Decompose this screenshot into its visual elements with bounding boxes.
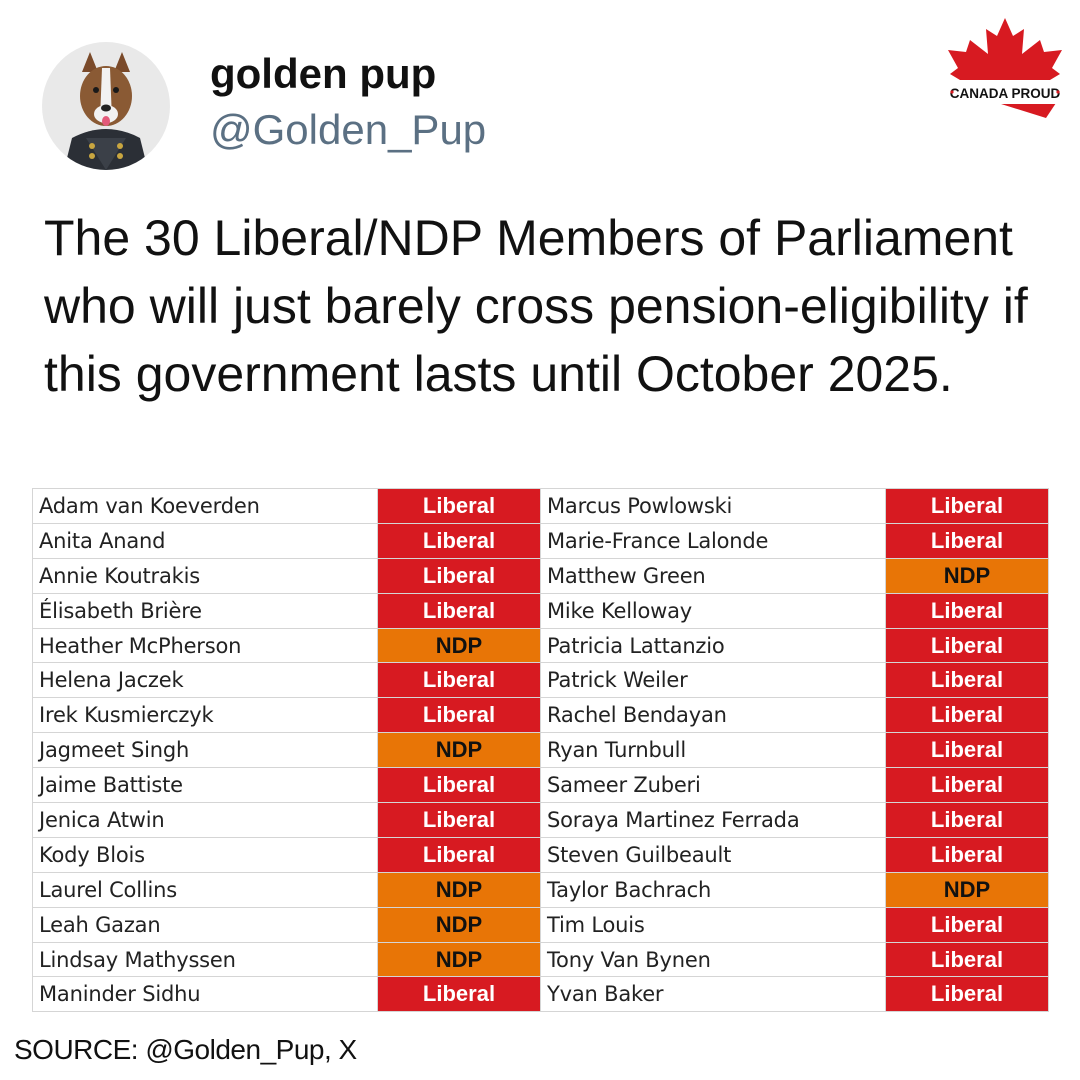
- table-row: Jagmeet Singh NDP Ryan Turnbull Liberal: [32, 732, 1049, 769]
- table-row: Helena Jaczek Liberal Patrick Weiler Libera…: [32, 662, 1049, 699]
- member-name-cell: Irek Kusmierczyk: [32, 697, 378, 734]
- source-credit: SOURCE: @Golden_Pup, X: [14, 1034, 357, 1065]
- member-name-cell: Tony Van Bynen: [540, 941, 886, 978]
- table-row: Adam van Koeverden Liberal Marcus Powlowsk…: [32, 488, 1049, 524]
- member-name-cell: Rachel Bendayan: [540, 697, 886, 734]
- party-cell: Liberal: [885, 906, 1049, 943]
- party-cell: Liberal: [377, 976, 541, 1013]
- member-name-cell: Sameer Zuberi: [540, 767, 886, 804]
- table-row: Kody Blois Liberal Steven Guilbeault Libera…: [32, 836, 1049, 873]
- user-handle[interactable]: @Golden_Pup: [210, 106, 487, 153]
- table-row: Heather McPherson NDP Patricia Lattanzio Li…: [32, 627, 1049, 664]
- member-name-cell: Marie-France Lalonde: [540, 522, 886, 559]
- member-name-cell: Jaime Battiste: [32, 767, 378, 804]
- party-cell: Liberal: [885, 697, 1049, 734]
- member-name-cell: Leah Gazan: [32, 906, 378, 943]
- party-cell: Liberal: [885, 732, 1049, 769]
- table-row: Lindsay Mathyssen NDP Tony Van Bynen Libera…: [32, 941, 1049, 978]
- party-cell: NDP: [377, 732, 541, 769]
- party-cell: Liberal: [885, 836, 1049, 873]
- member-name-cell: Ryan Turnbull: [540, 732, 886, 769]
- tweet-text: The 30 Liberal/NDP Members of Parliament…: [44, 210, 1028, 402]
- member-name-cell: Helena Jaczek: [32, 662, 378, 699]
- dog-avatar-icon: [42, 42, 170, 170]
- party-cell: NDP: [377, 871, 541, 908]
- party-cell: Liberal: [377, 662, 541, 699]
- member-name-cell: Yvan Baker: [540, 976, 886, 1013]
- members-table-body: Adam van Koeverden Liberal Marcus Powlowsk…: [32, 488, 1049, 1013]
- member-name-cell: Kody Blois: [32, 836, 378, 873]
- party-cell: Liberal: [885, 662, 1049, 699]
- table-row: Jaime Battiste Liberal Sameer Zuberi Libera…: [32, 767, 1049, 804]
- table-row: Laurel Collins NDP Taylor Bachrach NDP: [32, 871, 1049, 908]
- table-row: Maninder Sidhu Liberal Yvan Baker Liberal: [32, 976, 1049, 1013]
- party-cell: Liberal: [885, 627, 1049, 664]
- table-row: Anita Anand Liberal Marie-France Lalonde Li…: [32, 522, 1049, 559]
- party-cell: Liberal: [377, 697, 541, 734]
- member-name-cell: Patricia Lattanzio: [540, 627, 886, 664]
- member-name-cell: Matthew Green: [540, 557, 886, 594]
- avatar[interactable]: [42, 42, 170, 170]
- member-name-cell: Soraya Martinez Ferrada: [540, 802, 886, 838]
- maple-leaf-icon: CANADA PROUD: [948, 18, 1062, 118]
- member-name-cell: Heather McPherson: [32, 627, 378, 664]
- table-row: Jenica Atwin Liberal Soraya Martinez Ferra…: [32, 802, 1049, 838]
- member-name-cell: Jenica Atwin: [32, 802, 378, 838]
- party-cell: Liberal: [885, 941, 1049, 978]
- party-cell: Liberal: [377, 522, 541, 559]
- member-name-cell: Laurel Collins: [32, 871, 378, 908]
- brand-logo: CANADA PROUD: [940, 14, 1070, 124]
- party-cell: NDP: [377, 941, 541, 978]
- display-name[interactable]: golden pup: [210, 50, 437, 97]
- party-cell: Liberal: [885, 767, 1049, 804]
- party-cell: NDP: [885, 557, 1049, 594]
- member-name-cell: Taylor Bachrach: [540, 871, 886, 908]
- table-row: Irek Kusmierczyk Liberal Rachel Bendayan Li…: [32, 697, 1049, 734]
- party-cell: Liberal: [377, 802, 541, 838]
- table-row: Leah Gazan NDP Tim Louis Liberal: [32, 906, 1049, 943]
- party-cell: NDP: [377, 627, 541, 664]
- member-name-cell: Annie Koutrakis: [32, 557, 378, 594]
- brand-logo-text: CANADA PROUD: [950, 86, 1061, 101]
- member-name-cell: Patrick Weiler: [540, 662, 886, 699]
- table-row: Annie Koutrakis Liberal Matthew Green NDP: [32, 557, 1049, 594]
- party-cell: Liberal: [377, 767, 541, 804]
- member-name-cell: Mike Kelloway: [540, 592, 886, 629]
- member-name-cell: Maninder Sidhu: [32, 976, 378, 1013]
- party-cell: Liberal: [885, 592, 1049, 629]
- member-name-cell: Adam van Koeverden: [32, 488, 378, 524]
- table-row: Élisabeth Brière Liberal Mike Kelloway Libe…: [32, 592, 1049, 629]
- members-table: Adam van Koeverden Liberal Marcus Powlowsk…: [32, 488, 1049, 1013]
- party-cell: Liberal: [377, 836, 541, 873]
- member-name-cell: Marcus Powlowski: [540, 488, 886, 524]
- member-name-cell: Tim Louis: [540, 906, 886, 943]
- party-cell: Liberal: [377, 488, 541, 524]
- member-name-cell: Jagmeet Singh: [32, 732, 378, 769]
- member-name-cell: Élisabeth Brière: [32, 592, 378, 629]
- party-cell: NDP: [377, 906, 541, 943]
- party-cell: Liberal: [885, 488, 1049, 524]
- member-name-cell: Lindsay Mathyssen: [32, 941, 378, 978]
- party-cell: Liberal: [377, 557, 541, 594]
- member-name-cell: Steven Guilbeault: [540, 836, 886, 873]
- party-cell: Liberal: [885, 522, 1049, 559]
- party-cell: Liberal: [885, 802, 1049, 838]
- party-cell: Liberal: [377, 592, 541, 629]
- member-name-cell: Anita Anand: [32, 522, 378, 559]
- party-cell: NDP: [885, 871, 1049, 908]
- party-cell: Liberal: [885, 976, 1049, 1013]
